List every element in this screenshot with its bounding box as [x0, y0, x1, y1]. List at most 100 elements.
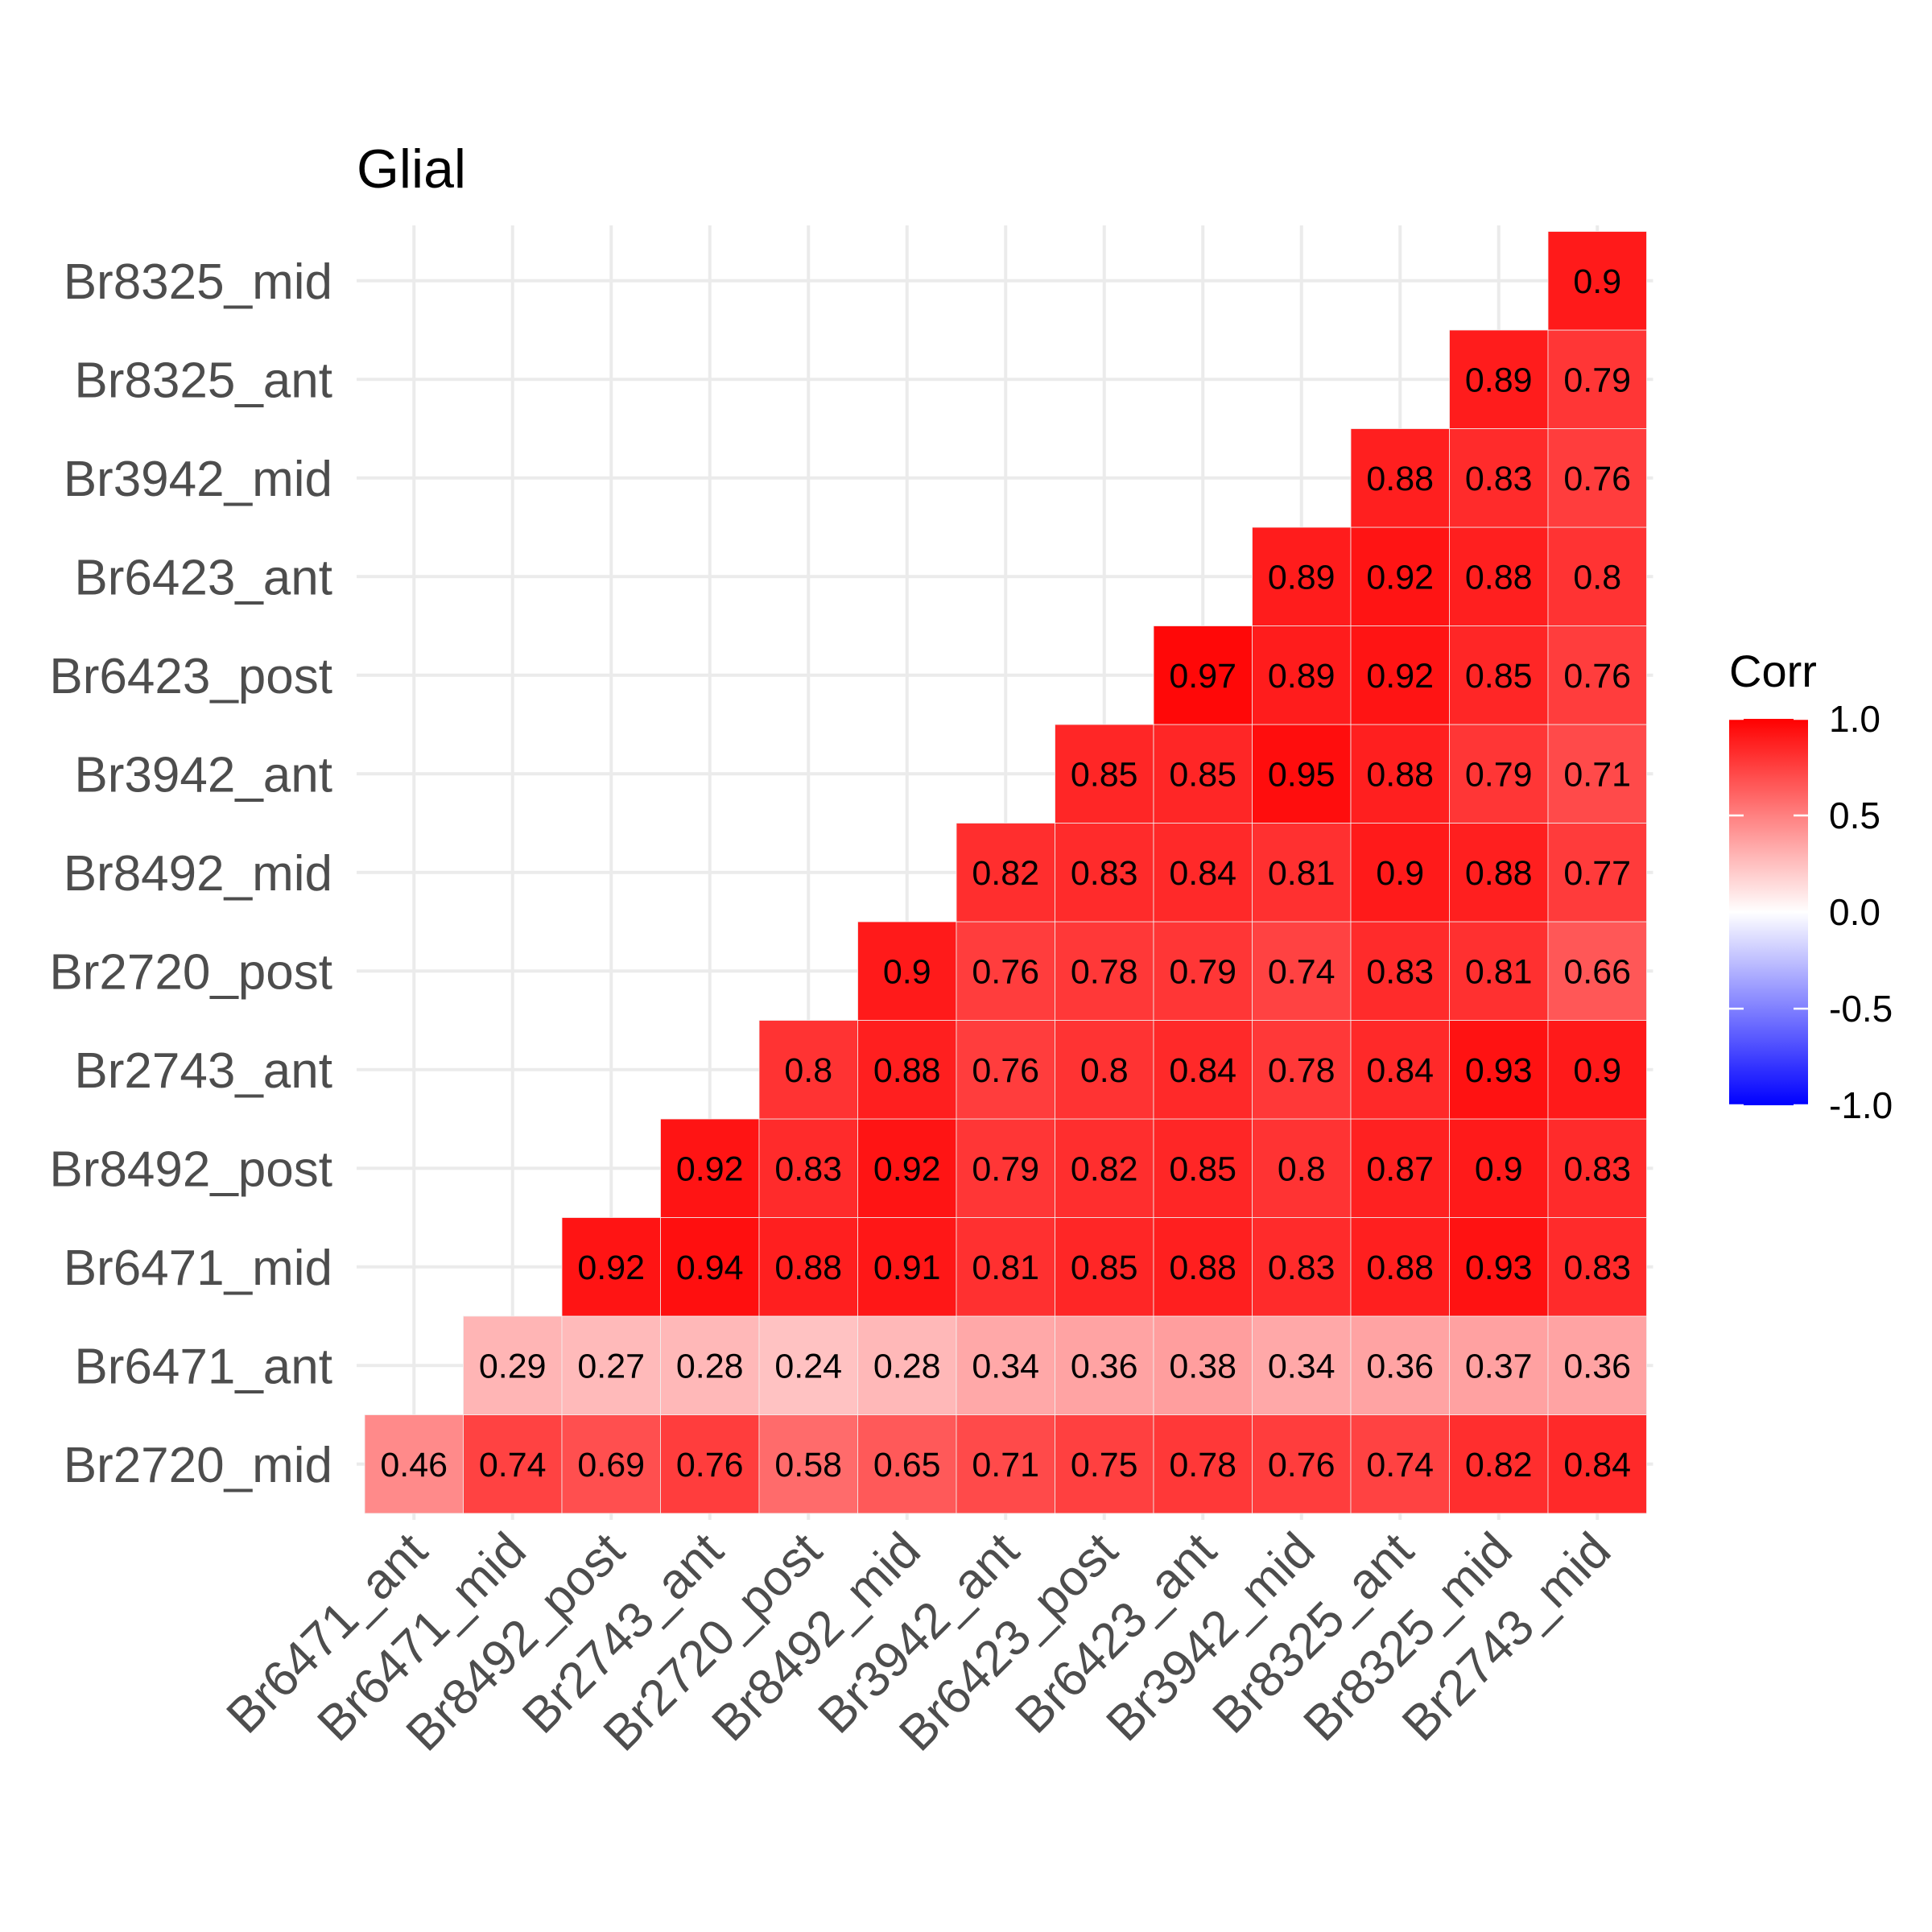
cell-value-label: 0.65: [873, 1446, 941, 1484]
cell-value-labels: 0.46 0.74 0.69 0.76 0.58 0.65 0.71 0.75 0.78 0.76…: [380, 262, 1631, 1484]
cell-value-label: 0.76: [676, 1446, 744, 1484]
heatmap-cell: [463, 1315, 563, 1415]
cell-value-label: 0.76: [972, 1051, 1039, 1090]
heatmap-cell: [1350, 1020, 1450, 1120]
heatmap-cell: [1252, 1414, 1352, 1514]
chart-title: Glial: [357, 138, 466, 200]
heatmap-cell: [1449, 526, 1549, 626]
cell-value-label: 0.34: [1268, 1347, 1335, 1385]
cell-value-label: 0.71: [1563, 755, 1631, 794]
cell-value-label: 0.9: [1573, 1051, 1621, 1090]
heatmap-cell: [1055, 1217, 1154, 1317]
legend-tick-label: 1.0: [1829, 698, 1880, 740]
heatmap-cell: [1547, 1315, 1647, 1415]
cell-value-label: 0.89: [1465, 361, 1533, 399]
cell-value-label: 0.88: [873, 1051, 941, 1090]
heatmap-cell: [1055, 724, 1154, 824]
heatmap-cell: [561, 1315, 661, 1415]
heatmap-cell: [1449, 724, 1549, 824]
cell-value-label: 0.36: [1071, 1347, 1138, 1385]
cell-value-label: 0.87: [1366, 1150, 1434, 1188]
cell-value-label: 0.8: [1080, 1051, 1129, 1090]
heatmap-cell: [1547, 823, 1647, 923]
cell-value-label: 0.84: [1169, 1051, 1236, 1090]
legend-tick-label: -0.5: [1829, 988, 1893, 1030]
heatmap-cell: [660, 1217, 760, 1317]
heatmap-cell: [1547, 724, 1647, 824]
y-tick-label: Br6423_ant: [74, 550, 332, 605]
heatmap-cell: [1252, 625, 1352, 725]
heatmap-cell: [1547, 1217, 1647, 1317]
cell-value-label: 0.83: [1071, 854, 1138, 893]
heatmap-cell: [1449, 921, 1549, 1021]
cell-value-label: 0.46: [380, 1446, 448, 1484]
cell-value-label: 0.79: [1563, 361, 1631, 399]
cell-value-label: 0.97: [1169, 657, 1236, 696]
heatmap-cell: [1449, 1217, 1549, 1317]
cell-value-label: 0.9: [1573, 262, 1621, 301]
heatmap-cell: [1449, 1020, 1549, 1120]
cell-value-label: 0.85: [1071, 1249, 1138, 1287]
heatmap-cell: [758, 1217, 858, 1317]
heatmap-cell: [1350, 724, 1450, 824]
heatmap-cell: [364, 1414, 464, 1514]
legend-title: Corr: [1729, 646, 1817, 696]
y-tick-label: Br8325_ant: [74, 353, 332, 408]
heatmap-cell: [1350, 625, 1450, 725]
cell-value-label: 0.76: [1563, 460, 1631, 498]
cell-value-label: 0.83: [1366, 952, 1434, 991]
cell-value-label: 0.9: [883, 952, 931, 991]
cell-value-label: 0.27: [577, 1347, 645, 1385]
cell-value-label: 0.81: [1465, 952, 1533, 991]
cell-value-label: 0.83: [1268, 1249, 1335, 1287]
cell-value-label: 0.85: [1169, 1150, 1236, 1188]
cell-value-label: 0.28: [676, 1347, 744, 1385]
cell-value-label: 0.24: [774, 1347, 842, 1385]
heatmap-cell: [1350, 921, 1450, 1021]
cell-value-label: 0.79: [972, 1150, 1039, 1188]
heatmap-cell: [660, 1118, 760, 1218]
cell-value-label: 0.92: [676, 1150, 744, 1188]
cell-value-label: 0.77: [1563, 854, 1631, 893]
cell-value-label: 0.85: [1169, 755, 1236, 794]
heatmap-cell: [857, 1414, 957, 1514]
heatmap-cell: [758, 1118, 858, 1218]
heatmap-cell: [1547, 526, 1647, 626]
heatmap-cell: [660, 1315, 760, 1415]
heatmap-cell: [1350, 823, 1450, 923]
cell-value-label: 0.85: [1465, 657, 1533, 696]
cell-value-label: 0.8: [784, 1051, 832, 1090]
heatmap-cell: [857, 1020, 957, 1120]
heatmap-cell: [1547, 231, 1647, 331]
y-tick-label: Br8492_post: [49, 1141, 332, 1197]
heatmap-cell: [1252, 1020, 1352, 1120]
heatmap-cell: [1350, 526, 1450, 626]
cell-value-label: 0.74: [1268, 952, 1335, 991]
cell-value-label: 0.8: [1573, 558, 1621, 597]
cell-value-label: 0.76: [972, 952, 1039, 991]
heatmap-cells: [364, 231, 1647, 1514]
heatmap-cell: [956, 1118, 1055, 1218]
y-tick-label: Br3942_mid: [64, 452, 332, 507]
heatmap-cell: [1252, 1217, 1352, 1317]
heatmap-cell: [1449, 823, 1549, 923]
heatmap-cell: [1547, 428, 1647, 528]
cell-value-label: 0.82: [972, 854, 1039, 893]
cell-value-label: 0.78: [1268, 1051, 1335, 1090]
y-tick-label: Br6471_ant: [74, 1339, 332, 1394]
heatmap-cell: [1153, 823, 1253, 923]
cell-value-label: 0.83: [1563, 1249, 1631, 1287]
cell-value-label: 0.93: [1465, 1051, 1533, 1090]
cell-value-label: 0.84: [1366, 1051, 1434, 1090]
heatmap-cell: [1449, 1118, 1549, 1218]
heatmap-cell: [1055, 1118, 1154, 1218]
cell-value-label: 0.76: [1563, 657, 1631, 696]
cell-value-label: 0.92: [1366, 657, 1434, 696]
heatmap-cell: [1055, 1020, 1154, 1120]
cell-value-label: 0.95: [1268, 755, 1335, 794]
y-tick-label: Br6423_post: [49, 649, 332, 704]
heatmap-cell: [956, 921, 1055, 1021]
cell-value-label: 0.79: [1169, 952, 1236, 991]
heatmap-cell: [1449, 625, 1549, 725]
color-legend: Corr 1.0 0.5 0.0 -0.5 -1.0: [1729, 646, 1893, 1126]
